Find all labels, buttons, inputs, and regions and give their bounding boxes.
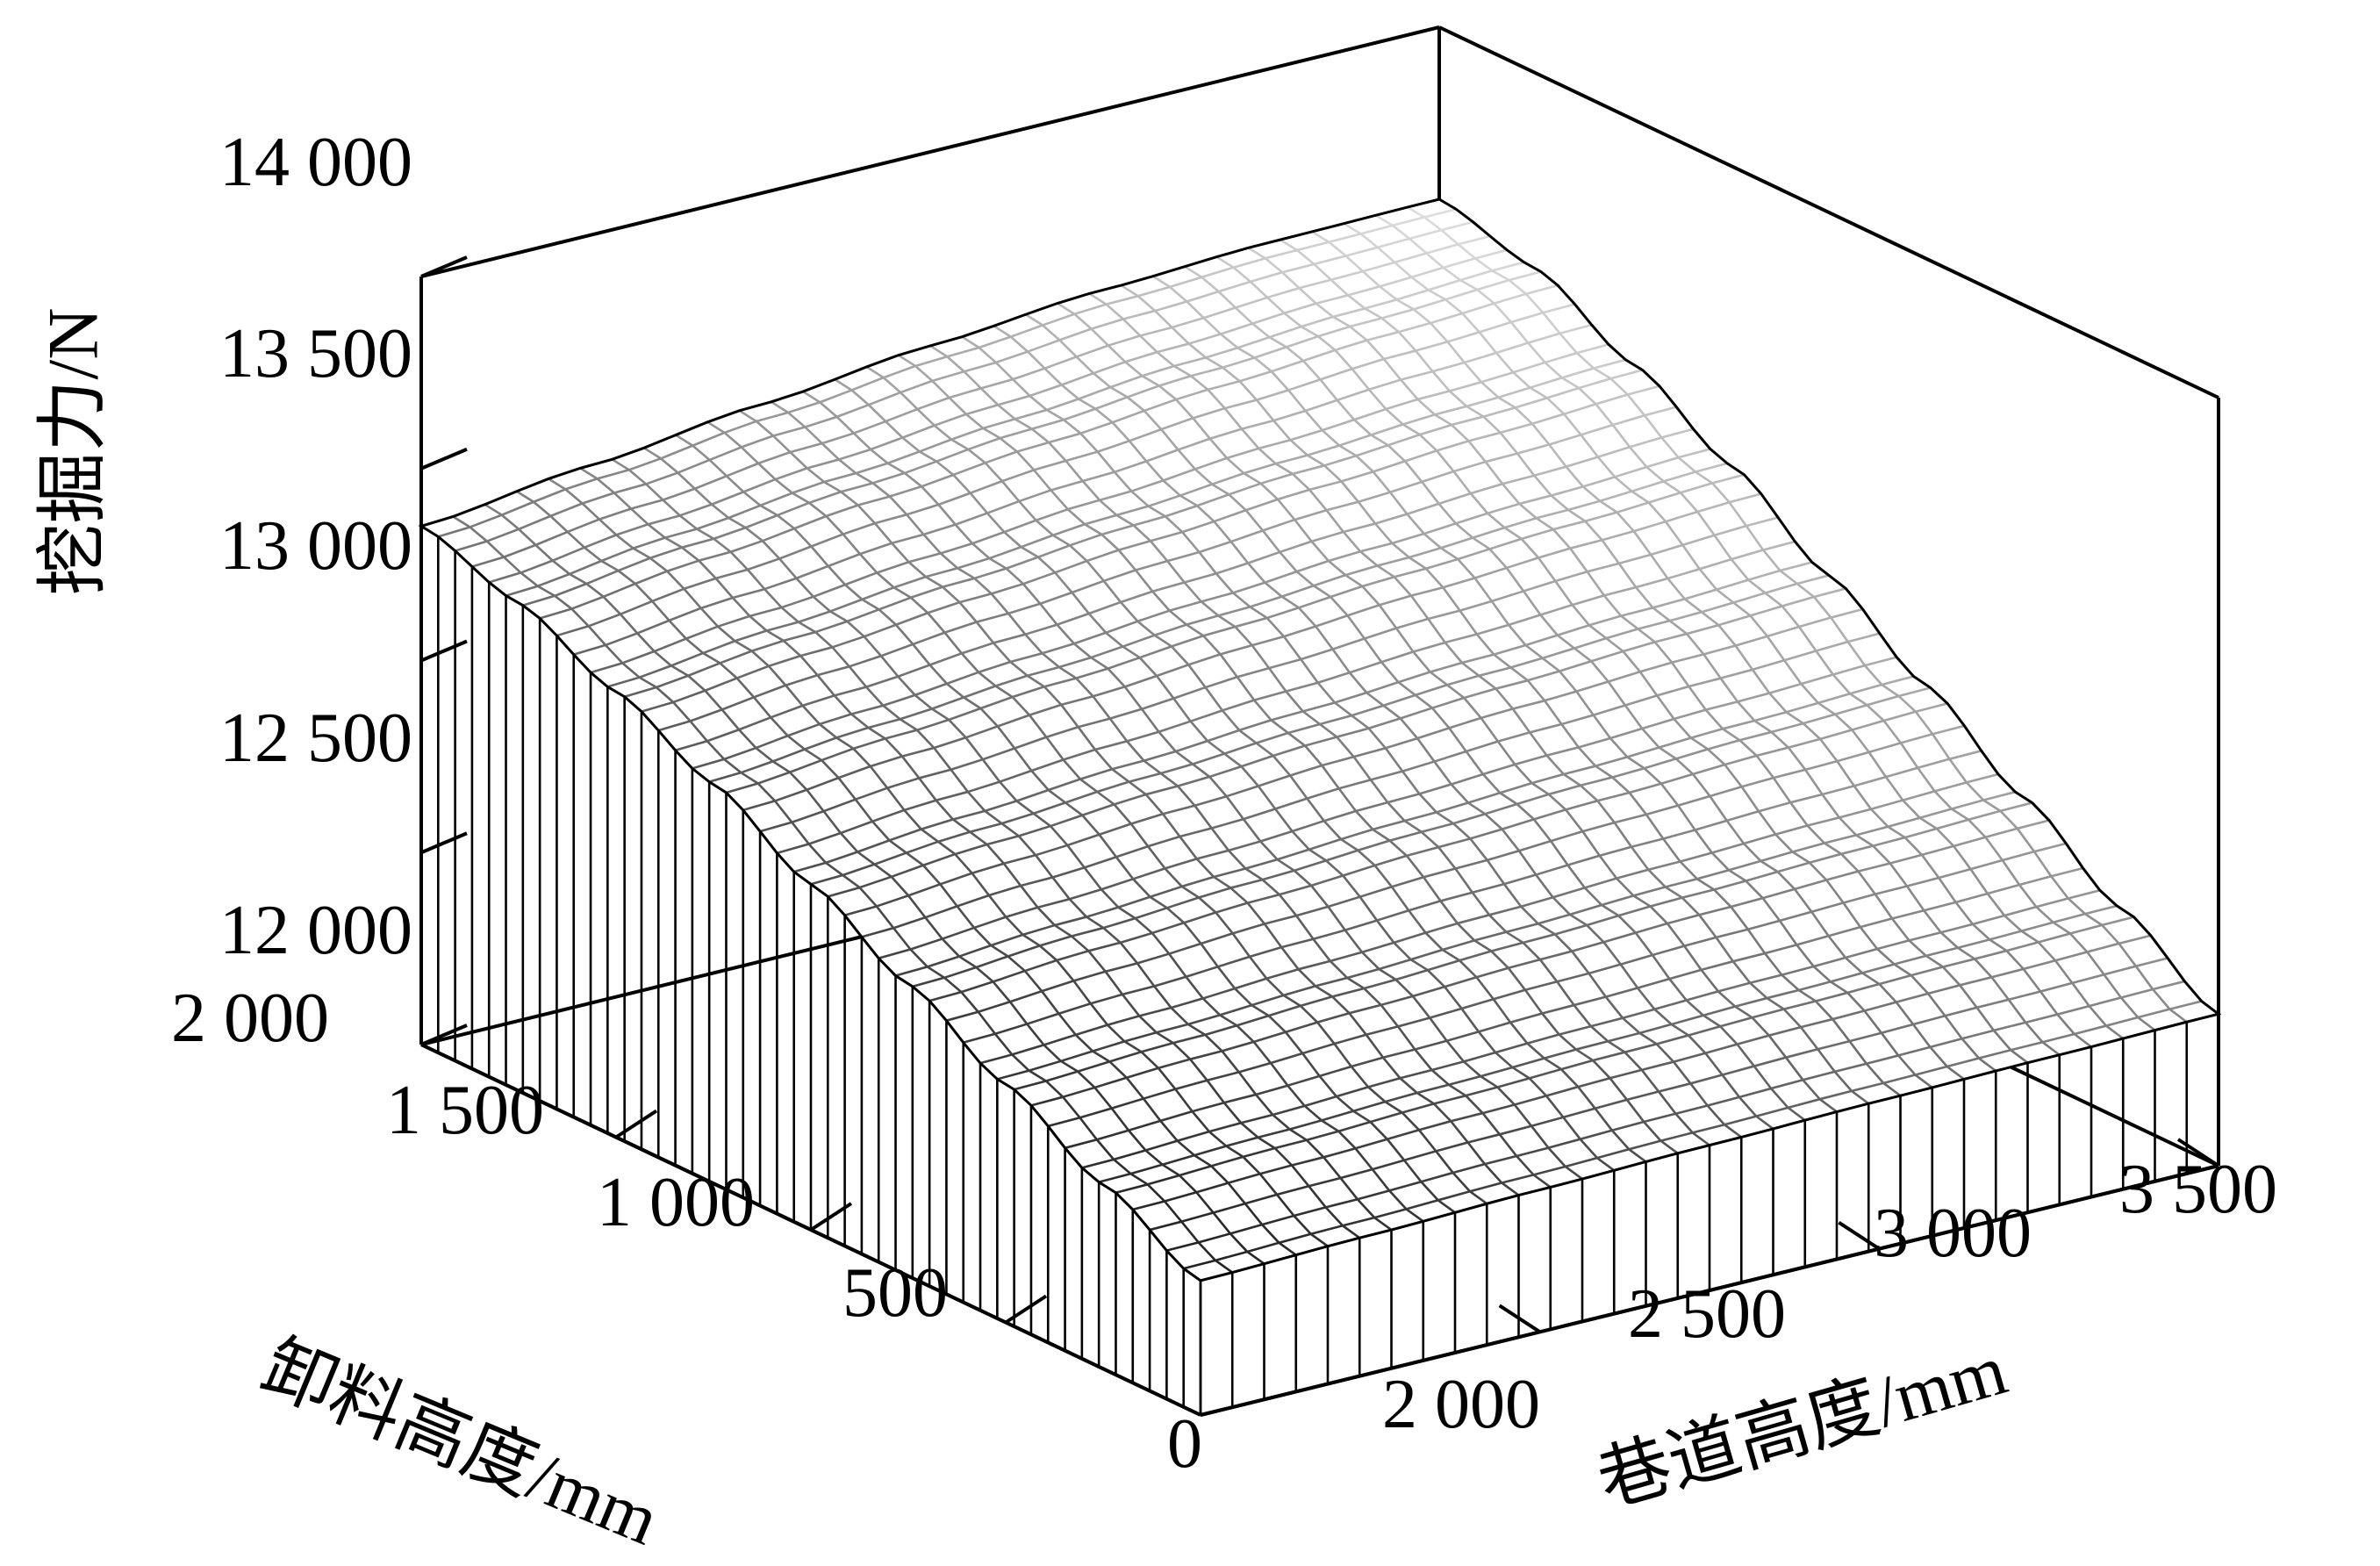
y-tick-label-3500: 3 500 [2119, 1151, 2277, 1228]
x-tick-label-1000: 1 000 [597, 1164, 755, 1241]
z-tick-label-2: 13 000 [219, 507, 412, 585]
z-tick-label-3: 12 500 [219, 700, 412, 777]
x-tick-label-500: 500 [842, 1254, 948, 1332]
z-axis-title: 挖掘力/N [32, 307, 113, 596]
z-tick-label-4: 12 000 [219, 892, 412, 969]
x-tick-label-2000: 2 000 [171, 980, 329, 1057]
z-tick-label-0: 14 000 [219, 124, 412, 201]
y-tick-label-2000: 2 000 [1382, 1366, 1540, 1443]
y-tick-label-3000: 3 000 [1874, 1195, 2032, 1272]
x-tick-label-0: 0 [1167, 1405, 1202, 1483]
y-tick-label-2500: 2 500 [1628, 1275, 1786, 1353]
z-tick-label-1: 13 500 [219, 315, 412, 392]
x-tick-label-1500: 1 500 [386, 1072, 544, 1149]
